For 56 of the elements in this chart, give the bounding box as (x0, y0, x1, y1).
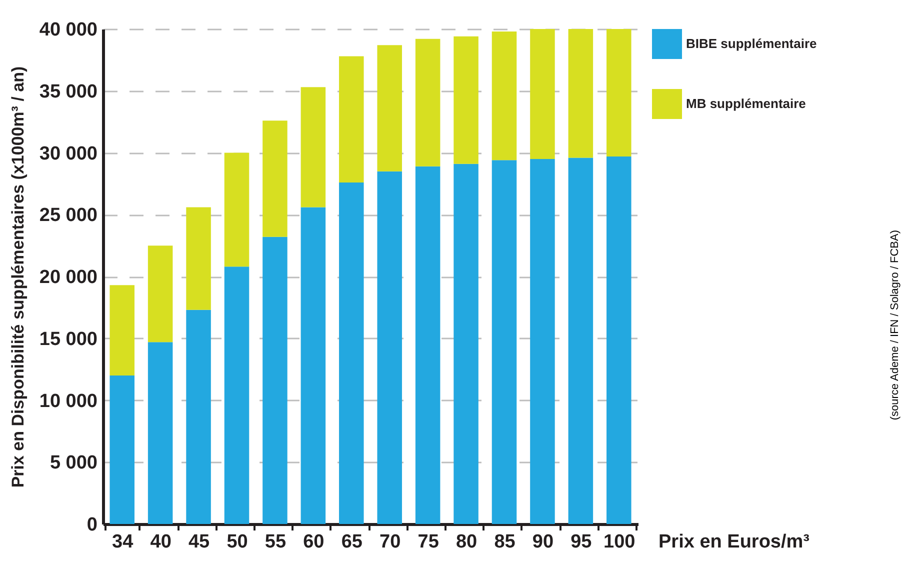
bar (492, 31, 517, 160)
x-tick-label: 65 (341, 532, 363, 552)
y-tick-label: 15 000 (39, 328, 98, 350)
bar (224, 152, 250, 267)
x-tick-label: 90 (532, 532, 554, 552)
y-tick-label: 10 000 (39, 390, 98, 412)
bar (492, 160, 517, 524)
bar (568, 158, 594, 524)
y-tick-label: 20 000 (39, 267, 98, 288)
y-tick-label: 0 (86, 514, 98, 536)
bar (300, 87, 326, 208)
x-tick-label: 85 (494, 532, 516, 552)
y-tick-label: 30 000 (39, 143, 98, 164)
x-tick-label: 70 (380, 532, 401, 552)
x-axis-title: Prix en Euros/m³ (658, 532, 810, 552)
bar (186, 207, 211, 310)
x-tick-label: 55 (264, 532, 286, 552)
y-tick-label: 5 000 (50, 452, 98, 474)
x-tick-label: 34 (112, 532, 134, 552)
bar (606, 156, 632, 524)
y-tick-label: 40 000 (39, 20, 98, 40)
bar (530, 29, 555, 159)
x-tick-label: 95 (570, 532, 592, 552)
bar (415, 38, 440, 166)
bar (377, 171, 402, 524)
bar (224, 266, 250, 524)
bar (568, 29, 594, 158)
bar (339, 56, 364, 182)
y-axis-title: Prix en Disponibilité supplémentaires (x1000m³ / an) (8, 66, 28, 488)
y-tick-label: 35 000 (39, 81, 98, 102)
bar (530, 158, 555, 524)
bar (415, 166, 440, 524)
x-tick-label: 75 (418, 532, 440, 552)
bar (300, 207, 326, 524)
bar (454, 36, 478, 164)
y-tick-label: 25 000 (39, 205, 98, 226)
bar (110, 376, 134, 524)
bar (110, 285, 134, 376)
legend-label: BIBE supplémentaire (686, 36, 817, 51)
bar (262, 236, 288, 524)
x-tick-label: 80 (456, 532, 478, 552)
legend-label: MB supplémentaire (686, 96, 806, 111)
bar (377, 45, 402, 172)
bar (339, 182, 364, 524)
bar (454, 164, 478, 524)
x-tick-label: 60 (303, 532, 324, 552)
bar (148, 342, 173, 524)
x-tick-label: 100 (604, 532, 636, 552)
bar (606, 29, 632, 156)
bar (262, 120, 288, 237)
x-tick-label: 40 (150, 532, 172, 552)
bar (148, 246, 173, 342)
x-tick-label: 45 (188, 532, 210, 552)
bar (186, 310, 211, 524)
x-tick-label: 50 (226, 532, 248, 552)
text: (source Ademe / IFN / Solagro / FCBA) (889, 230, 901, 420)
